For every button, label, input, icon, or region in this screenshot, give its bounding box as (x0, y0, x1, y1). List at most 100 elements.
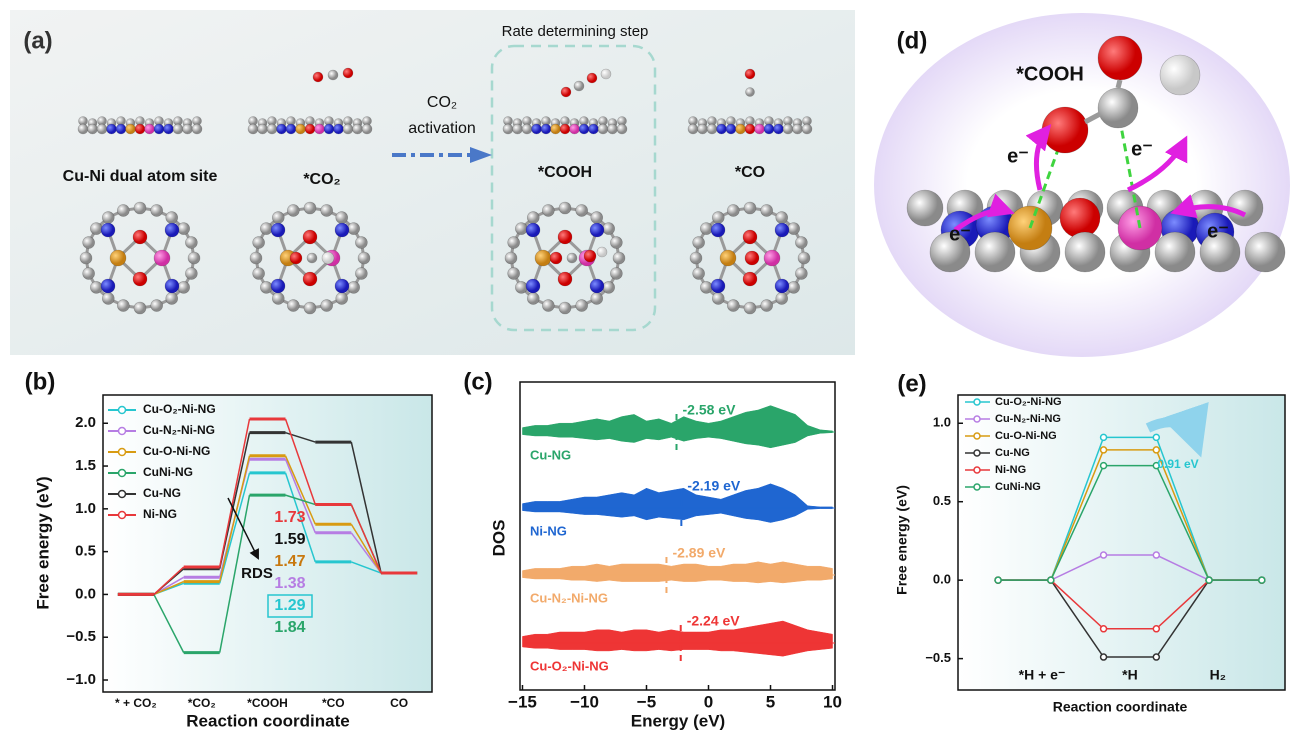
atom (583, 249, 597, 263)
atom (557, 271, 573, 287)
x-tick-label: *CO (322, 696, 345, 710)
atom (700, 222, 713, 235)
atom (1064, 231, 1106, 273)
atom (692, 236, 705, 249)
barrier-label: 1.38 (274, 575, 305, 592)
atom (795, 236, 808, 249)
y-tick-label: −1.0 (66, 671, 96, 688)
point (994, 576, 1002, 584)
atom (787, 222, 800, 235)
dos-area (522, 642, 833, 657)
atom (558, 201, 572, 215)
band-center-label: -2.89 eV (672, 545, 726, 561)
highlight-box (267, 594, 313, 618)
atom (117, 299, 130, 312)
atom (314, 123, 325, 135)
atom (616, 123, 628, 135)
state-label: Cu-Ni dual atom site (63, 168, 218, 185)
atom (744, 123, 756, 135)
connector (153, 580, 184, 596)
dos-area (522, 507, 833, 523)
atom (153, 249, 171, 267)
atom (347, 222, 360, 235)
atom (716, 123, 727, 135)
atom (600, 68, 612, 80)
atom (569, 123, 580, 135)
connector (350, 441, 382, 574)
legend-label: Cu-O-Ni-NG (995, 430, 1057, 442)
annotation: RDS (241, 565, 273, 582)
point (1205, 576, 1213, 584)
atom (521, 123, 533, 135)
electron-arrow (953, 193, 1015, 233)
atom (271, 211, 285, 224)
x-tick-label: −10 (570, 692, 599, 711)
atom (342, 123, 354, 135)
connector (218, 472, 251, 584)
y-tick-label: 1.0 (933, 415, 951, 430)
barrier-label: 1.84 (274, 619, 305, 636)
atom (132, 271, 148, 287)
atom (187, 251, 201, 265)
atom (1244, 231, 1286, 273)
legend-label: Cu-O₂-Ni-NG (995, 396, 1062, 408)
electron-label: e⁻ (1207, 220, 1229, 242)
x-axis-title: Energy (eV) (631, 711, 725, 730)
x-axis-title: Reaction coordinate (186, 711, 349, 730)
atom (177, 222, 190, 235)
y-tick-label: 0.5 (75, 543, 96, 560)
atom (321, 251, 335, 265)
atom (742, 229, 758, 245)
plot-area (957, 394, 1286, 691)
atom (590, 211, 604, 224)
legend-marker (973, 432, 981, 440)
rds-box (490, 44, 657, 332)
x-category-label: *H + e⁻ (1019, 667, 1066, 683)
atom (743, 201, 757, 215)
atom (335, 211, 349, 224)
atom (252, 267, 265, 280)
legend-marker (117, 489, 127, 499)
atom (575, 204, 588, 217)
x-tick-label: −15 (508, 692, 537, 711)
atom (589, 222, 605, 238)
atom (106, 123, 117, 135)
atom (101, 292, 115, 305)
arrow-label: activation (408, 120, 476, 137)
atom (90, 222, 103, 235)
atom (589, 278, 605, 294)
atom (745, 87, 755, 97)
atom (974, 231, 1016, 273)
x-tick-label: *COOH (247, 696, 288, 710)
atom (257, 123, 268, 135)
bond (1083, 111, 1102, 125)
atom (525, 222, 541, 238)
series-label: Cu-NG (530, 447, 571, 462)
atom (792, 123, 803, 135)
atom (320, 299, 333, 312)
atom (125, 123, 136, 135)
atom (312, 71, 324, 83)
point (1099, 433, 1108, 442)
atom (342, 67, 354, 79)
atom (782, 123, 794, 135)
x-category-label: H₂ (1210, 667, 1226, 683)
atom (1199, 231, 1241, 273)
panel-label: (a) (23, 27, 52, 54)
state-label: *COOH (538, 164, 592, 181)
panel-label: (e) (897, 370, 926, 397)
atom (560, 86, 572, 98)
atom (774, 278, 790, 294)
atom (531, 123, 542, 135)
y-tick-label: 0.0 (933, 572, 951, 587)
connector (218, 495, 251, 653)
electron-arrow (1126, 135, 1188, 193)
atom (361, 123, 373, 135)
atom (719, 249, 737, 267)
atom (164, 222, 180, 238)
panel-label: (c) (463, 368, 492, 395)
atom (271, 292, 285, 305)
legend-marker (973, 466, 981, 474)
